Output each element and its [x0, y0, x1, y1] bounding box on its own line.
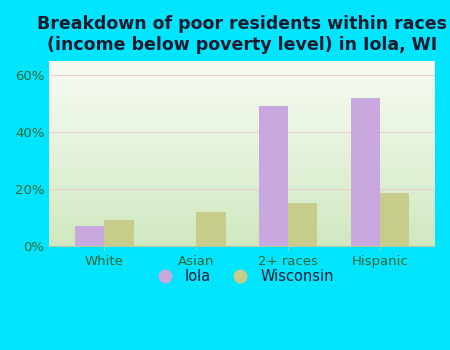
Bar	[75, 226, 104, 246]
Bar	[259, 106, 288, 246]
Title: Breakdown of poor residents within races
(income below poverty level) in Iola, W: Breakdown of poor residents within races…	[37, 15, 447, 54]
Bar	[196, 212, 225, 246]
Legend: Iola, Wisconsin: Iola, Wisconsin	[144, 264, 340, 290]
Bar	[380, 193, 410, 246]
Bar	[104, 220, 134, 246]
Bar	[351, 98, 380, 246]
Bar	[288, 203, 317, 246]
